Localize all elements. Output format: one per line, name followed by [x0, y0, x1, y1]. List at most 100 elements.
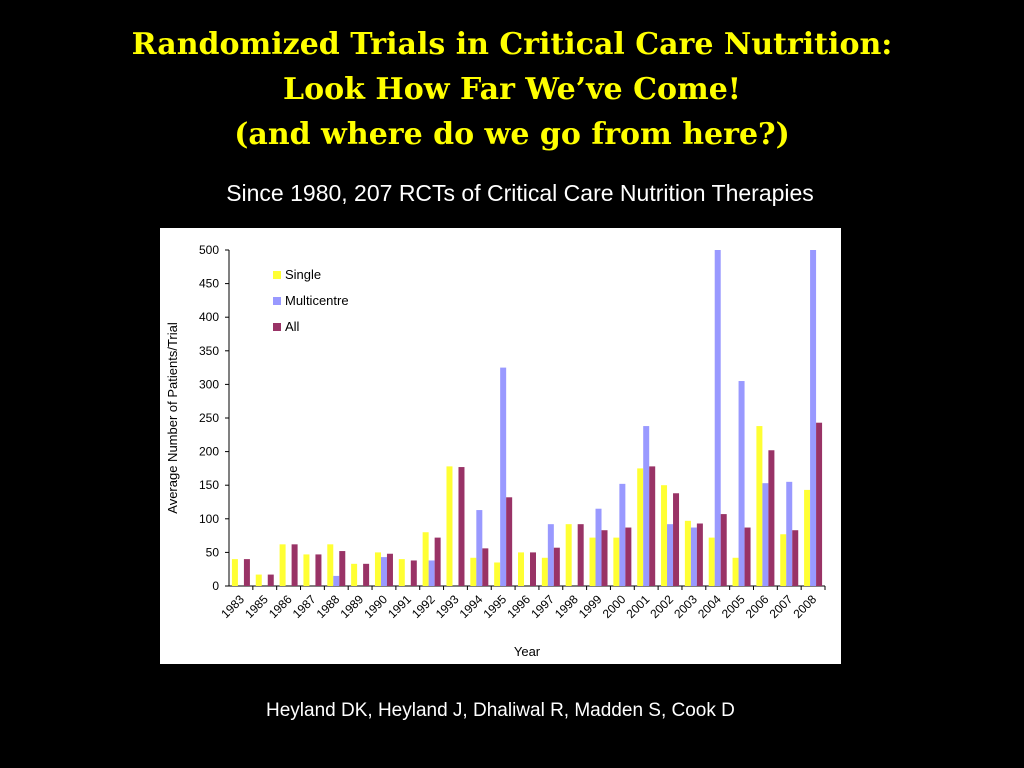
- legend-label-all: All: [285, 319, 300, 334]
- bar-single-1998: [565, 524, 572, 586]
- title-line-1: Randomized Trials in Critical Care Nutri…: [131, 27, 893, 62]
- x-tick-label: 1997: [528, 592, 557, 621]
- x-tick-label: 2007: [767, 592, 796, 621]
- y-tick-label: 50: [206, 545, 220, 559]
- slide-subtitle: Since 1980, 207 RCTs of Critical Care Nu…: [226, 180, 814, 206]
- x-tick-label: 1989: [337, 592, 366, 621]
- bar-all-1993: [458, 467, 465, 586]
- x-tick-label: 1983: [218, 592, 247, 621]
- y-tick-label: 500: [199, 243, 219, 257]
- bar-single-1986: [279, 544, 286, 586]
- bar-single-1995: [494, 562, 501, 586]
- x-tick-label: 2002: [647, 592, 676, 621]
- bar-all-1991: [410, 560, 417, 586]
- x-tick-label: 2004: [695, 592, 724, 621]
- bar-all-1999: [601, 530, 608, 586]
- bar-single-1992: [422, 532, 429, 586]
- citation: Heyland DK, Heyland J, Dhaliwal R, Madde…: [266, 700, 735, 721]
- bar-all-2001: [649, 466, 656, 586]
- x-tick-label: 2008: [790, 592, 819, 621]
- bar-single-1985: [255, 574, 262, 586]
- bar-multicentre-2001: [643, 426, 650, 586]
- bar-single-2002: [661, 485, 668, 586]
- bar-single-1993: [446, 466, 453, 586]
- x-tick-label: 1992: [409, 592, 438, 621]
- x-tick-label: 2003: [671, 592, 700, 621]
- x-tick-label: 1985: [242, 592, 271, 621]
- x-tick-label: 1987: [290, 592, 319, 621]
- x-tick-label: 1991: [385, 592, 414, 621]
- bar-multicentre-2007: [786, 481, 793, 586]
- bar-multicentre-1990: [380, 557, 387, 586]
- bar-all-1989: [363, 563, 370, 586]
- bar-all-1983: [243, 559, 250, 586]
- bar-single-2004: [708, 537, 715, 586]
- y-tick-label: 0: [212, 579, 219, 593]
- bar-single-2001: [637, 468, 644, 586]
- bar-all-2000: [625, 527, 632, 586]
- legend-swatch-single: [273, 271, 281, 279]
- y-tick-label: 250: [199, 411, 219, 425]
- y-tick-label: 350: [199, 344, 219, 358]
- bar-single-2006: [756, 426, 763, 586]
- x-tick-label: 1990: [361, 592, 390, 621]
- bar-single-2000: [613, 537, 620, 586]
- y-tick-label: 100: [199, 512, 219, 526]
- bar-single-1997: [541, 557, 548, 586]
- bar-single-2003: [684, 520, 691, 586]
- bar-single-1983: [231, 559, 238, 586]
- y-tick-label: 200: [199, 445, 219, 459]
- bar-all-2007: [792, 530, 799, 586]
- bar-multicentre-1994: [476, 510, 483, 586]
- bar-all-1987: [315, 554, 322, 586]
- bar-all-2005: [744, 527, 751, 586]
- bar-all-2008: [816, 422, 823, 586]
- bar-all-1990: [386, 553, 393, 586]
- bar-single-2005: [732, 557, 739, 586]
- y-tick-label: 150: [199, 478, 219, 492]
- bar-all-1996: [530, 552, 536, 586]
- x-tick-label: 2000: [600, 592, 629, 621]
- bar-single-1990: [374, 552, 381, 586]
- chart-panel: 0 50 100 150 200 250 300 350 400 450 500 1983 1985 19…: [160, 228, 841, 664]
- bar-all-1992: [434, 537, 441, 586]
- bar-all-1986: [291, 544, 298, 586]
- bar-single-1987: [303, 554, 310, 586]
- x-tick-label: 1999: [576, 592, 605, 621]
- bar-single-2008: [804, 489, 811, 586]
- x-tick-label: 2005: [719, 592, 748, 621]
- bar-all-2003: [696, 523, 703, 586]
- bar-chart: 0501001502002503003504004505001983198519…: [165, 243, 826, 659]
- bar-single-1994: [470, 557, 477, 586]
- x-tick-label: 1988: [314, 592, 343, 621]
- bar-single-1996: [518, 552, 524, 586]
- y-tick-label: 450: [199, 277, 219, 291]
- x-tick-label: 1994: [457, 592, 486, 621]
- bar-single-1999: [589, 537, 596, 586]
- x-tick-label: 1986: [266, 592, 295, 621]
- bar-multicentre-2000: [619, 483, 626, 586]
- bar-multicentre-2003: [690, 527, 697, 586]
- x-tick-label: 1993: [433, 592, 462, 621]
- title-line-3: (and where do we go from here?): [234, 117, 790, 152]
- y-axis-title: Average Number of Patients/Trial: [165, 322, 180, 514]
- bar-multicentre-2002: [667, 524, 674, 586]
- x-axis-title: Year: [514, 644, 541, 659]
- x-tick-label: 1995: [480, 592, 509, 621]
- legend-label-single: Single: [285, 267, 321, 282]
- bar-multicentre-1999: [595, 508, 602, 586]
- x-tick-label: 2001: [624, 592, 653, 621]
- bar-all-1997: [553, 547, 560, 586]
- bar-all-1995: [506, 497, 513, 586]
- bar-all-1985: [267, 574, 274, 586]
- x-tick-label: 1996: [504, 592, 533, 621]
- y-tick-label: 300: [199, 377, 219, 391]
- bar-single-1989: [351, 563, 358, 586]
- y-tick-label: 400: [199, 310, 219, 324]
- legend-label-multicentre: Multicentre: [285, 293, 349, 308]
- bar-single-1988: [327, 544, 334, 586]
- legend-swatch-multicentre: [273, 297, 281, 305]
- bar-single-2007: [780, 534, 787, 586]
- bar-multicentre-2006: [762, 483, 769, 586]
- bar-all-2004: [720, 514, 727, 586]
